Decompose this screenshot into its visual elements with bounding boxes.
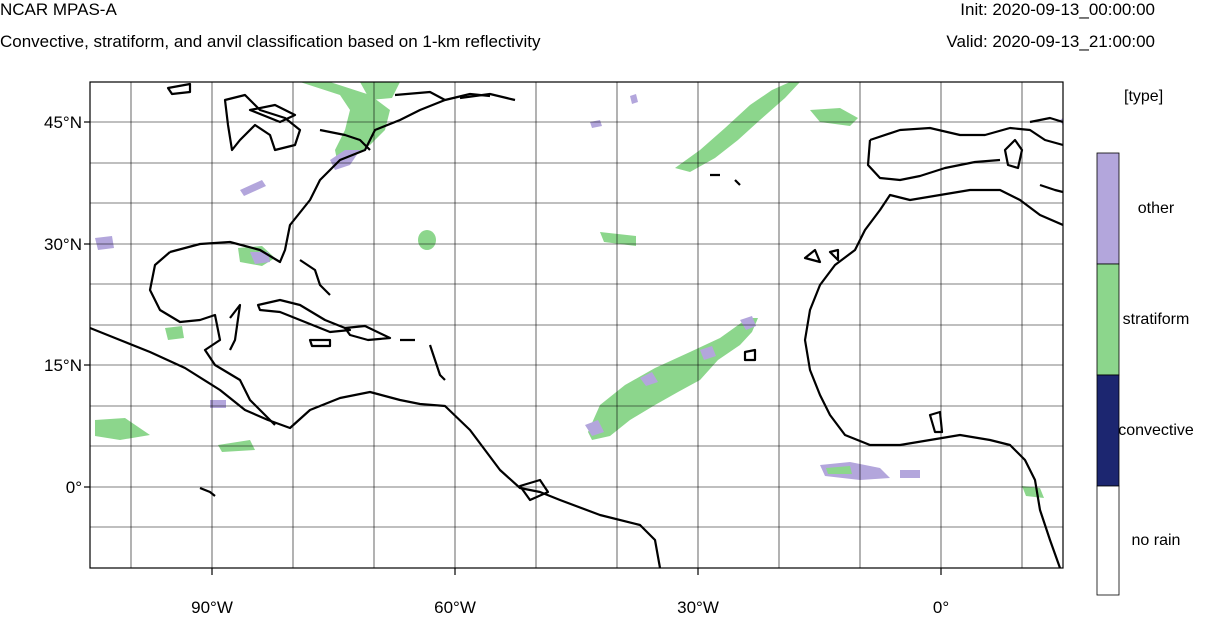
lat-label-0: 0° xyxy=(65,478,82,497)
axis-ticks xyxy=(84,121,942,575)
map-frame xyxy=(89,81,1064,569)
init-time: Init: 2020-09-13_00:00:00 xyxy=(960,0,1155,19)
model-title: NCAR MPAS-A xyxy=(0,0,117,19)
map-grid xyxy=(90,82,1063,568)
legend-label-no-rain: no rain xyxy=(1131,532,1181,549)
lat-label-30n: 30°N xyxy=(44,235,82,254)
precip-areas xyxy=(95,82,1063,498)
legend-swatch-no-rain xyxy=(1096,485,1120,596)
plot-subtitle: Convective, stratiform, and anvil classi… xyxy=(0,32,541,51)
lon-label-30w: 30°W xyxy=(677,598,719,617)
legend-label-convective: convective xyxy=(1118,422,1194,439)
legend-label-other: other xyxy=(1137,200,1175,217)
legend-colorbar xyxy=(1096,152,1120,596)
valid-time: Valid: 2020-09-13_21:00:00 xyxy=(946,32,1155,51)
lat-label-45n: 45°N xyxy=(44,113,82,132)
legend-title: [type] xyxy=(1124,88,1164,105)
legend-label-stratiform: stratiform xyxy=(1122,311,1190,328)
lon-label-60w: 60°W xyxy=(434,598,476,617)
lon-label-90w: 90°W xyxy=(191,598,233,617)
lat-label-15n: 15°N xyxy=(44,356,82,375)
coastlines xyxy=(90,82,1063,568)
lon-label-0: 0° xyxy=(932,598,950,617)
